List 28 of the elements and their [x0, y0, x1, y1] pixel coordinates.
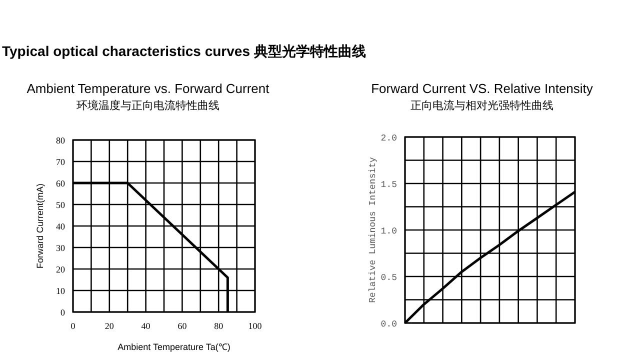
y-tick-label: 2.0: [380, 134, 397, 144]
chart-subtitle: 环境温度与正向电流特性曲线: [76, 99, 220, 112]
x-axis-title: Ambient Temperature Ta(℃): [118, 342, 230, 352]
y-tick-label: 1.5: [380, 180, 397, 190]
y-tick-label: 30: [56, 243, 66, 253]
y-tick-label: 1.0: [380, 226, 397, 236]
y-axis-title: Relative Luminous Intensity: [368, 156, 378, 303]
y-tick-label: 20: [56, 264, 66, 274]
chart-title: Ambient Temperature vs. Forward Current: [26, 81, 270, 96]
text: Typical optical characteristics curves 典型光学特性曲线: [2, 43, 366, 59]
y-tick-label: 50: [56, 200, 66, 210]
y-tick-label: 10: [56, 286, 66, 296]
chart-title: Forward Current VS. Relative Intensity: [371, 81, 594, 96]
y-tick-label: 0: [60, 308, 66, 318]
x-tick-label: 80: [214, 321, 224, 331]
x-tick-label: 60: [178, 321, 188, 331]
x-tick-label: 20: [104, 321, 114, 331]
y-tick-label: 60: [56, 178, 66, 188]
x-tick-label: 0: [70, 321, 76, 331]
y-tick-label: 0.5: [380, 273, 397, 283]
chart-subtitle: 正向电流与相对光强特性曲线: [410, 99, 554, 112]
y-tick-label: 40: [56, 222, 66, 232]
x-tick-label: 100: [248, 321, 262, 331]
y-axis-title: Forward Current(mA): [35, 183, 45, 269]
x-tick-label: 40: [141, 321, 151, 331]
y-tick-label: 0.0: [380, 320, 397, 330]
y-tick-label: 70: [56, 157, 66, 167]
y-tick-label: 80: [56, 136, 66, 146]
